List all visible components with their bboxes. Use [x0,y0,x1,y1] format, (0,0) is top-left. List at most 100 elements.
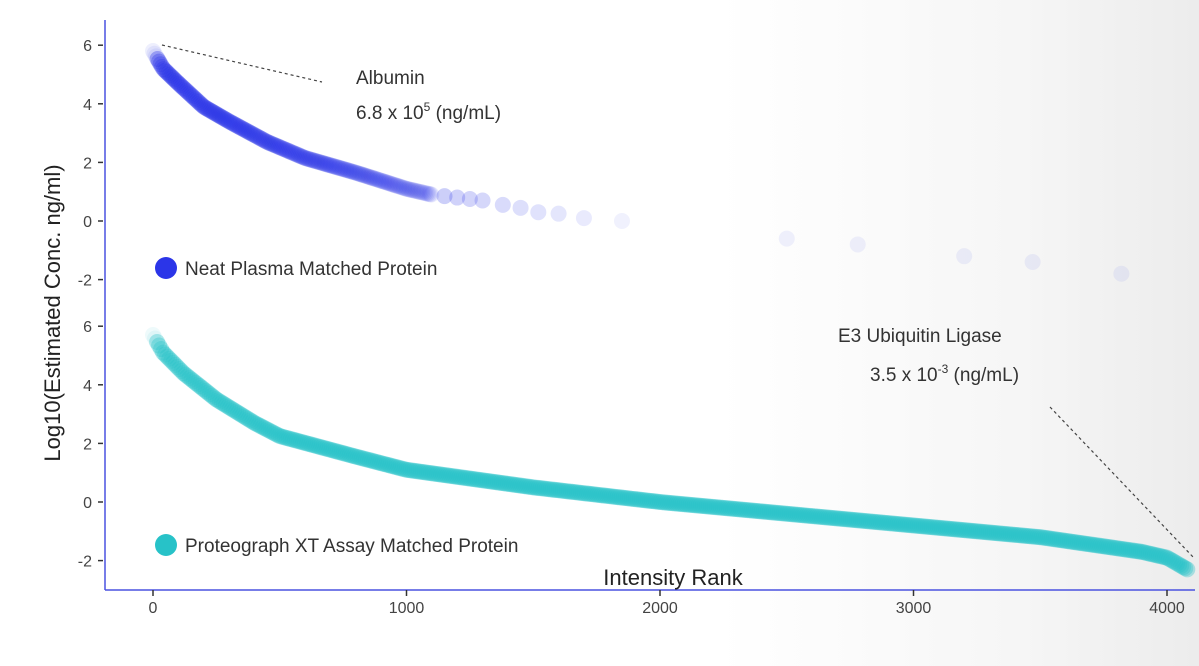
data-point [426,465,443,482]
data-point [1017,527,1034,544]
data-point [392,178,409,195]
data-point [690,497,707,514]
data-point [430,466,447,483]
data-point [210,107,227,124]
data-point [465,471,482,488]
data-point [374,173,391,190]
data-point [294,148,311,165]
data-point [885,515,902,532]
data-point [520,478,537,495]
data-point [321,441,338,458]
data-point [374,455,391,472]
data-point [315,155,332,172]
data-point [388,177,405,194]
data-point [1010,527,1027,544]
data-point [158,64,175,81]
data-point [306,152,323,169]
data-point [755,503,772,520]
data-point [954,521,971,538]
albumin-value-unit: (ng/mL) [430,103,501,124]
data-point [1006,526,1023,543]
data-point [729,501,746,518]
data-point [1027,528,1044,545]
data-point [190,94,207,111]
data-point [187,91,204,108]
data-point [980,524,997,541]
data-point [176,81,193,98]
data-point [1152,548,1169,565]
data-point [297,434,314,451]
data-point [714,499,731,516]
data-point [185,373,202,390]
data-point [307,437,324,454]
data-point [421,186,438,203]
data-point [950,521,967,538]
data-point [570,484,587,501]
data-point [1118,541,1135,558]
data-point [169,358,186,375]
data-point [1075,535,1092,552]
data-point [366,453,383,470]
data-point [1161,550,1178,567]
data-point [1110,540,1127,557]
data-point [708,499,725,516]
data-point [629,491,646,508]
data-point [161,350,178,367]
data-point [391,178,408,195]
data-point [808,508,825,525]
data-point [380,457,397,474]
data-point [350,165,367,182]
data-point [274,428,291,445]
data-point [402,462,419,479]
data-point [187,374,204,391]
data-point [262,423,279,440]
data-point [1021,528,1038,545]
data-point [814,509,831,526]
data-point [332,160,349,177]
data-point [370,454,387,471]
data-point [167,356,184,373]
data-point [265,136,282,153]
data-point [403,181,420,198]
data-point [731,501,748,518]
data-point [718,500,735,517]
data-point [534,480,551,497]
data-point [293,433,310,450]
data-point [380,175,397,192]
data-point [806,508,823,525]
data-point [341,162,358,179]
data-point [252,418,269,435]
data-point [615,489,632,506]
data-point [875,514,892,531]
data-point [422,465,439,482]
data-point [149,50,166,67]
data-point [171,360,188,377]
data-point [942,520,959,537]
data-point [948,521,965,538]
data-point [192,95,209,112]
albumin-value: 6.8 x 105 (ng/mL) [356,100,501,124]
data-point [1116,541,1133,558]
data-point [418,464,435,481]
data-point [503,476,520,493]
data-point [411,183,428,200]
data-point [1051,531,1068,548]
data-point [542,481,559,498]
data-point [457,469,474,486]
data-point [1120,541,1137,558]
data-point [641,492,658,509]
data-point [342,163,359,180]
data-point [775,505,792,522]
data-point [303,436,320,453]
data-point [327,443,344,460]
data-point [643,493,660,510]
data-point [877,514,894,531]
data-point [497,475,514,492]
data-point [680,496,697,513]
data-point [208,106,225,123]
data-point [291,147,308,164]
data-point [281,143,298,160]
data-point [1100,538,1117,555]
data-point [322,157,339,174]
data-point [611,489,628,506]
